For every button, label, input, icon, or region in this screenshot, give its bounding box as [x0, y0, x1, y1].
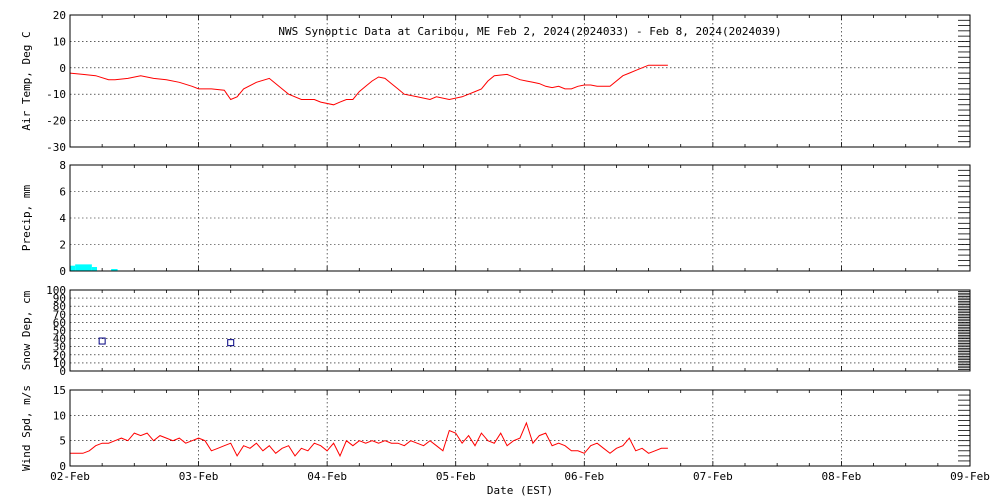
- x-tick-label: 09-Feb: [950, 470, 990, 483]
- y-axis-label: Air Temp, Deg C: [20, 31, 33, 130]
- panel-frame: [69, 289, 971, 372]
- panel-frame: [69, 164, 971, 272]
- y-tick-label: -20: [46, 115, 66, 128]
- y-tick-label: 4: [59, 212, 66, 225]
- series-line: [69, 64, 668, 106]
- x-tick-label: 06-Feb: [564, 470, 604, 483]
- snow-depth-point: [98, 337, 106, 345]
- snow-depth-point: [227, 339, 235, 347]
- chart-title: NWS Synoptic Data at Caribou, ME Feb 2, …: [278, 25, 781, 38]
- y-tick-label: 30: [53, 341, 66, 354]
- y-tick-label: -10: [46, 88, 66, 101]
- y-tick-label: 20: [53, 349, 66, 362]
- y-tick-label: 40: [53, 333, 66, 346]
- y-axis-label: Precip, mm: [20, 185, 33, 252]
- y-tick-label: 0: [59, 62, 66, 75]
- y-tick-label: 90: [53, 292, 66, 305]
- y-tick-label: 50: [53, 325, 66, 338]
- y-axis-label: Wind Spd, m/s: [20, 385, 33, 471]
- y-tick-label: 6: [59, 186, 66, 199]
- panel-2: 0 2 4 6 8 Precip, mm: [20, 159, 971, 278]
- precip-bar: [70, 265, 76, 271]
- x-tick-label: 03-Feb: [179, 470, 219, 483]
- x-axis-label: Date (EST): [487, 484, 553, 497]
- series-line: [70, 421, 668, 458]
- precip-bar: [91, 267, 97, 271]
- y-tick-label: 0: [59, 265, 66, 278]
- y-tick-label: 10: [53, 357, 66, 370]
- y-tick-label: 5: [59, 435, 66, 448]
- y-tick-label: 0: [59, 365, 66, 378]
- precip-bar: [111, 269, 118, 271]
- precip-bar: [75, 264, 92, 271]
- y-tick-label: 10: [53, 409, 66, 422]
- panel-4: 0 5 10 15 Wind Spd, m/s: [20, 384, 971, 473]
- y-tick-label: 15: [53, 384, 66, 397]
- x-tick-label: 05-Feb: [436, 470, 476, 483]
- y-tick-label: 20: [53, 9, 66, 22]
- y-tick-label: 0: [59, 460, 66, 473]
- y-tick-label: -30: [46, 141, 66, 154]
- x-tick-labels: 02-Feb 03-Feb 04-Feb 05-Feb 06-Feb 07-Feb 08-F…: [50, 470, 990, 483]
- panel-frame: [69, 389, 971, 467]
- panel-frame: [69, 14, 971, 148]
- x-tick-label: 04-Feb: [307, 470, 347, 483]
- y-tick-label: 8: [59, 159, 66, 172]
- panel-1: -30 -20 -10 0 10 20 Air Temp, Deg C: [20, 9, 971, 154]
- x-tick-label: 02-Feb: [50, 470, 90, 483]
- y-tick-label: 100: [46, 284, 66, 297]
- y-tick-label: 80: [53, 300, 66, 313]
- x-tick-label: 08-Feb: [822, 470, 862, 483]
- x-tick-label: 07-Feb: [693, 470, 733, 483]
- y-axis-label: Snow Dep, cm: [20, 290, 33, 370]
- y-tick-label: 10: [53, 35, 66, 48]
- y-tick-label: 70: [53, 308, 66, 321]
- y-tick-label: 2: [59, 239, 66, 252]
- y-tick-label: 60: [53, 316, 66, 329]
